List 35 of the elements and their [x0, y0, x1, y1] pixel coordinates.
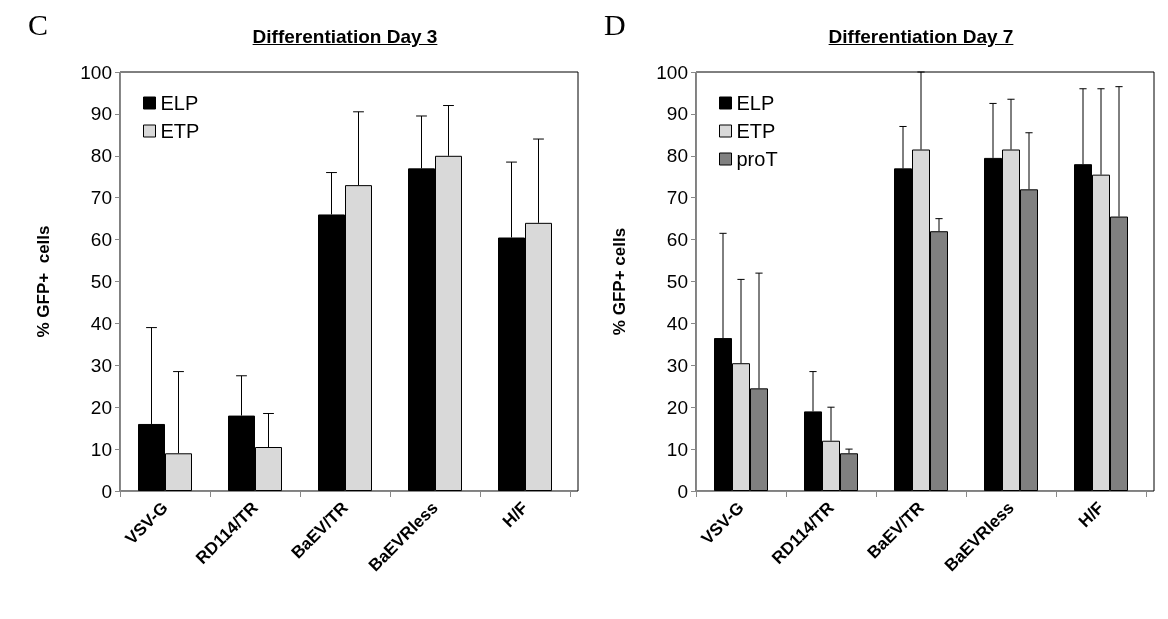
y-tick-label: 60 [90, 229, 112, 251]
y-tick-label: 30 [90, 354, 112, 376]
y-tick-label: 30 [666, 354, 688, 376]
text: C [28, 8, 49, 42]
y-tick-label: 40 [90, 312, 112, 334]
y-tick-label: 0 [101, 480, 112, 502]
chart-title: Differentiation Day 7 [827, 26, 1015, 48]
y-tick-label: 100 [80, 61, 112, 83]
y-axis-title: % GFP+ cells [610, 227, 629, 336]
y-tick-label: 80 [666, 145, 688, 167]
y-tick-label: 20 [90, 396, 112, 418]
legend-label: ETP [160, 120, 200, 142]
y-tick-label: 70 [90, 187, 112, 209]
chart-title: Differentiation Day 3 [251, 26, 439, 48]
y-tick-label: 70 [666, 187, 688, 209]
y-tick-label: 20 [666, 396, 688, 418]
y-tick-label: 100 [656, 61, 688, 83]
y-tick-label: 50 [90, 271, 112, 292]
y-tick-label: 40 [666, 312, 688, 334]
y-tick-label: 0 [677, 480, 688, 502]
y-tick-label: 10 [666, 438, 688, 460]
y-tick-label: 50 [666, 271, 688, 292]
legend-label: proT [736, 148, 778, 170]
y-tick-label: 90 [90, 103, 112, 125]
legend-label: ELP [736, 92, 775, 114]
legend-label: ELP [160, 92, 199, 114]
legend-label: ETP [736, 120, 776, 142]
y-tick-label: 90 [666, 103, 688, 125]
text: D [604, 8, 626, 42]
x-tick-label: H/F [1074, 498, 1108, 532]
x-tick-label: H/F [498, 498, 532, 532]
y-tick-label: 80 [90, 145, 112, 167]
y-axis-title: % GFP+ cells [34, 225, 53, 338]
y-tick-label: 10 [90, 438, 112, 460]
y-tick-label: 60 [666, 229, 688, 251]
